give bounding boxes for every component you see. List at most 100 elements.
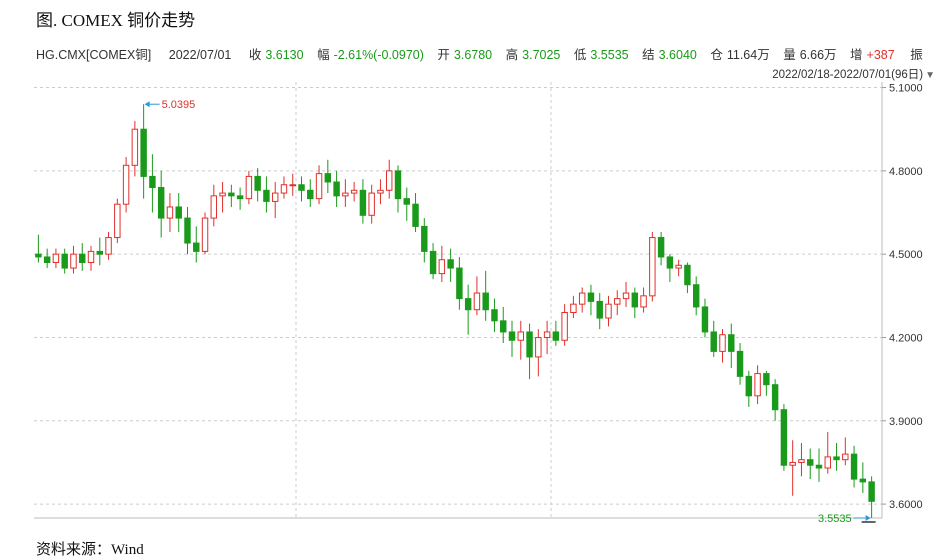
close-value: 3.6130 (265, 48, 304, 62)
candle (280, 176, 288, 199)
candle-body (289, 184, 296, 187)
open-label: 开 (437, 48, 450, 62)
candle-body (157, 187, 165, 219)
candle-body (315, 173, 323, 200)
y-axis: 3.6000 3.9000 4.2000 4.5000 4.8000 5.1000 (882, 83, 923, 511)
candle (508, 320, 516, 357)
candle-body (789, 461, 796, 466)
candle (614, 290, 621, 316)
candle (271, 181, 279, 219)
candle (815, 448, 823, 482)
candle-body (394, 170, 402, 200)
candle (771, 379, 779, 421)
candle (701, 298, 709, 338)
candle-body (561, 311, 568, 341)
candle-body (35, 253, 42, 258)
min-label: 3.5535 (818, 513, 852, 525)
candle-body (333, 181, 340, 197)
candlestick-chart: 3.6000 3.9000 4.2000 4.5000 4.8000 5.1000 5.0… (34, 82, 923, 525)
candle-body (780, 409, 788, 466)
oi-change-label: 增 (850, 48, 863, 62)
candle-body (657, 237, 665, 258)
candle-body (473, 292, 481, 311)
candle (122, 156, 130, 213)
date-range-selector[interactable]: 2022/02/18-2022/07/01(96日) ▼ (772, 66, 935, 82)
candle (447, 248, 454, 282)
candle-body (517, 331, 525, 341)
quote-info-bar: HG.CMX[COMEX铜] 2022/07/01 收 3.6130 幅 -2.61… (36, 44, 927, 63)
candle-body (587, 292, 595, 302)
candle (368, 184, 375, 224)
candle-body (631, 292, 639, 308)
candle-body (859, 478, 867, 483)
candle (824, 431, 831, 474)
y-tick-label: 4.8000 (889, 166, 923, 178)
y-tick-label: 3.6000 (889, 499, 923, 511)
candle-body (219, 192, 226, 197)
candle (692, 276, 700, 316)
candle-body (842, 453, 849, 461)
candle-body (745, 375, 753, 397)
candle-body (149, 175, 156, 189)
low-label: 低 (573, 48, 587, 62)
dropdown-triangle-icon[interactable]: ▼ (925, 70, 935, 81)
candle-body (535, 336, 542, 358)
candle (842, 437, 849, 466)
candle (157, 170, 165, 238)
source-note: 资料来源：Wind (36, 542, 144, 558)
candle (535, 329, 542, 377)
candle-body (210, 195, 218, 219)
candle (254, 168, 261, 202)
candle-body (236, 195, 244, 200)
candle-body (850, 453, 858, 480)
oi-value: 11.64万 (726, 48, 770, 62)
candle (570, 295, 577, 319)
candle-body (806, 459, 814, 466)
max-arrow-head (144, 101, 150, 108)
candle-body (184, 217, 191, 244)
candle-body (482, 292, 489, 311)
grid-lines (34, 82, 883, 519)
candles (35, 104, 875, 518)
candle (728, 323, 735, 369)
candle-body (429, 250, 437, 275)
candle (868, 476, 875, 518)
candle-body (640, 295, 647, 308)
candle (587, 284, 595, 316)
candle-body (385, 170, 393, 191)
candle (175, 193, 182, 232)
candle-body (280, 184, 288, 194)
candle-body (815, 464, 823, 469)
candle (719, 329, 726, 363)
candle (210, 184, 218, 227)
candle-body (140, 128, 147, 177)
quote-date: 2022/07/01 (168, 48, 232, 62)
candle (806, 448, 814, 480)
candle (666, 254, 674, 282)
candle-body (201, 217, 209, 252)
candle (605, 295, 612, 327)
candle-body (464, 298, 472, 311)
candle (491, 298, 498, 332)
candle-body (570, 303, 577, 313)
candle-body (614, 298, 621, 305)
candle (543, 320, 551, 355)
candle-body (114, 203, 121, 239)
candle (96, 237, 104, 266)
candle-body (701, 306, 709, 333)
candle (850, 445, 858, 488)
candle-body (692, 284, 700, 308)
change-label: 幅 (317, 48, 330, 62)
candle (631, 287, 639, 319)
candle (456, 256, 463, 310)
candle-body (131, 128, 139, 166)
candle (789, 440, 796, 496)
candle-body (754, 373, 761, 397)
candle-body (263, 189, 270, 202)
candle-body (500, 320, 507, 333)
oi-change-value: +387 (866, 48, 895, 62)
candle (289, 173, 296, 196)
candle-body (79, 253, 86, 264)
candle-body (271, 192, 279, 202)
candle (131, 120, 139, 177)
